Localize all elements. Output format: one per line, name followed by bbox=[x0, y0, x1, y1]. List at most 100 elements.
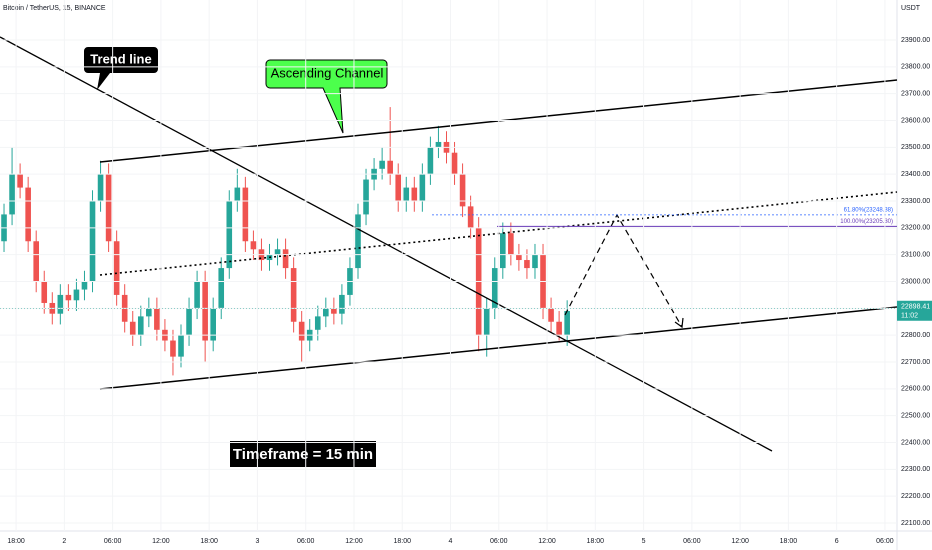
y-tick-label: 22100.00 bbox=[901, 520, 930, 527]
x-tick-label: 12:00 bbox=[538, 538, 556, 545]
y-tick-label: 23600.00 bbox=[901, 117, 930, 124]
candle-body bbox=[129, 321, 136, 336]
last-price-label: 22898.41 bbox=[901, 304, 930, 311]
candle-body bbox=[467, 206, 474, 228]
x-tick-label: 06:00 bbox=[104, 538, 122, 545]
x-tick-label: 2 bbox=[62, 538, 66, 545]
candle-body bbox=[403, 187, 410, 201]
candle-body bbox=[137, 316, 144, 336]
fib-levels: 61.80%(23248.38) 100.00%(23205.30) bbox=[432, 207, 897, 227]
candle-body bbox=[282, 249, 289, 269]
candle-body bbox=[33, 241, 40, 282]
candle-body bbox=[146, 308, 152, 317]
y-tick-label: 22200.00 bbox=[901, 493, 930, 500]
label-box bbox=[230, 441, 376, 467]
fib-label: 100.00%(23205.30) bbox=[840, 219, 893, 225]
callout-text: Trend line bbox=[90, 51, 151, 66]
candle-body bbox=[113, 241, 120, 295]
candle-body bbox=[435, 141, 442, 148]
candle-body bbox=[218, 268, 225, 309]
timeframe-label: Timeframe = 15 min bbox=[233, 446, 373, 463]
y-tick-label: 23300.00 bbox=[901, 198, 930, 205]
candle-body bbox=[516, 254, 522, 261]
candle-body bbox=[9, 174, 15, 215]
candle-body bbox=[491, 268, 498, 309]
x-tick-label: 06:00 bbox=[490, 538, 508, 545]
candle-body bbox=[57, 294, 64, 314]
candle-body bbox=[226, 201, 233, 269]
y-tick-label: 23400.00 bbox=[901, 171, 930, 178]
candle-body bbox=[459, 174, 466, 207]
x-tick-label: 06:00 bbox=[683, 538, 701, 545]
candle-body bbox=[548, 308, 554, 322]
y-tick-label: 23000.00 bbox=[901, 278, 930, 285]
candle-body bbox=[97, 174, 104, 201]
candle-body bbox=[532, 254, 538, 269]
axis-unit: USDT bbox=[901, 5, 921, 12]
candle-body bbox=[331, 308, 337, 314]
candle-body bbox=[274, 249, 281, 255]
candle-body bbox=[564, 311, 570, 336]
arrow-head bbox=[674, 317, 684, 329]
candle-body bbox=[451, 152, 458, 175]
callout-text: Ascending Channel bbox=[271, 65, 384, 80]
y-tick-label: 23800.00 bbox=[901, 64, 930, 71]
candle-body bbox=[411, 187, 418, 201]
y-tick-label: 22500.00 bbox=[901, 413, 930, 420]
candle-body bbox=[65, 294, 72, 301]
fib-label: 61.80%(23248.38) bbox=[844, 207, 893, 213]
candle-body bbox=[242, 187, 249, 242]
candle-body bbox=[73, 289, 80, 301]
candle-body bbox=[395, 174, 402, 201]
candle-body bbox=[81, 281, 88, 290]
candle-body bbox=[339, 294, 345, 314]
candle-body bbox=[387, 160, 393, 175]
countdown-label: 11:02 bbox=[901, 313, 918, 320]
candle-body bbox=[250, 241, 257, 250]
x-tick-label: 12:00 bbox=[152, 538, 170, 545]
x-tick-label: 6 bbox=[835, 538, 839, 545]
candle-body bbox=[379, 160, 385, 169]
candle-body bbox=[154, 308, 160, 330]
chart-title: Bitcoin / TetherUS, 15, BINANCE bbox=[3, 5, 106, 12]
x-tick-label: 18:00 bbox=[780, 538, 798, 545]
candle-body bbox=[323, 308, 329, 317]
y-tick-label: 23700.00 bbox=[901, 91, 930, 98]
y-tick-label: 23900.00 bbox=[901, 37, 930, 44]
candle-body bbox=[314, 316, 321, 330]
y-tick-label: 22300.00 bbox=[901, 466, 930, 473]
y-tick-label: 23500.00 bbox=[901, 144, 930, 151]
candle-body bbox=[41, 281, 48, 303]
candle-body bbox=[17, 174, 23, 188]
y-tick-label: 22400.00 bbox=[901, 439, 930, 446]
candle-body bbox=[170, 340, 176, 357]
candle-body bbox=[234, 187, 241, 201]
x-tick-label: 3 bbox=[255, 538, 259, 545]
candle-body bbox=[556, 321, 562, 336]
x-tick-label: 4 bbox=[449, 538, 453, 545]
x-tick-label: 5 bbox=[642, 538, 646, 545]
x-tick-label: 18:00 bbox=[7, 538, 25, 545]
candle-body bbox=[186, 308, 192, 336]
x-tick-label: 18:00 bbox=[587, 538, 605, 545]
candle-body bbox=[290, 268, 297, 322]
candle-body bbox=[363, 179, 369, 215]
last-price-tag bbox=[897, 300, 932, 321]
candle-body bbox=[298, 321, 305, 341]
candle-body bbox=[427, 147, 434, 175]
y-tick-label: 22600.00 bbox=[901, 386, 930, 393]
callout-box bbox=[265, 59, 388, 134]
y-tick-label: 23200.00 bbox=[901, 225, 930, 232]
x-tick-label: 06:00 bbox=[876, 538, 894, 545]
candle-body bbox=[105, 174, 112, 242]
candle-body bbox=[524, 260, 530, 269]
candle-body bbox=[178, 335, 184, 357]
x-tick-label: 12:00 bbox=[345, 538, 363, 545]
candle-body bbox=[194, 281, 200, 309]
candle-body bbox=[89, 201, 96, 282]
x-tick-label: 18:00 bbox=[200, 538, 218, 545]
callout-box bbox=[84, 47, 158, 90]
y-tick-label: 23100.00 bbox=[901, 252, 930, 259]
